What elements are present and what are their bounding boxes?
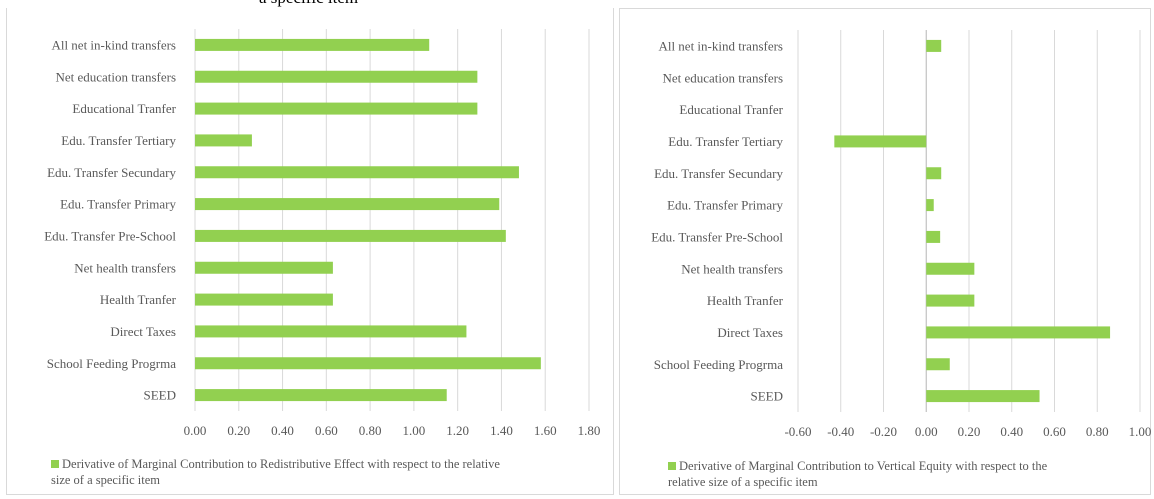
bar [926, 39, 942, 52]
right-legend-line-1: Derivative of Marginal Contribution to V… [679, 459, 1048, 473]
bar [926, 294, 975, 307]
bar [926, 390, 1040, 403]
bar [926, 326, 1111, 339]
x-tick-label: 0.00 [915, 424, 938, 439]
category-label: Educational Tranfer [72, 101, 176, 116]
right-bar-chart: -0.60 -0.40 -0.20 0.00 0.20 0.40 0.60 0.80 1.00 A… [651, 30, 1152, 439]
x-tick-label: 0.20 [958, 424, 981, 439]
x-tick-label: 0.40 [271, 423, 294, 438]
category-label: All net in-kind transfers [51, 37, 176, 52]
bar [195, 357, 541, 370]
x-tick-label: 1.60 [534, 423, 557, 438]
x-tick-label: 0.60 [315, 423, 338, 438]
bar [195, 166, 519, 179]
bar [926, 262, 975, 275]
category-label: SEED [144, 388, 177, 403]
x-tick-label: 0.80 [359, 423, 382, 438]
x-tick-label: 1.20 [446, 423, 469, 438]
x-tick-label: 0.40 [1000, 424, 1023, 439]
x-tick-label: 0.80 [1086, 424, 1109, 439]
category-label: All net in-kind transfers [658, 38, 783, 53]
right-legend: Derivative of Marginal Contribution to V… [668, 458, 1047, 490]
x-tick-label: 0.00 [184, 423, 207, 438]
legend-swatch [668, 462, 676, 470]
x-tick-label: 0.60 [1043, 424, 1066, 439]
left-legend: Derivative of Marginal Contribution to R… [51, 456, 500, 488]
bar [195, 293, 333, 306]
chart-title-fragment: a specific item [259, 0, 358, 8]
legend-swatch [51, 460, 59, 468]
x-tick-label: -0.40 [827, 424, 854, 439]
category-label: Edu. Transfer Pre-School [44, 228, 176, 243]
left-legend-line-1: Derivative of Marginal Contribution to R… [62, 457, 500, 471]
left-legend-line-2: size of a specific item [51, 473, 160, 487]
category-label: School Feeding Progrma [654, 357, 783, 372]
category-label: Direct Taxes [717, 325, 783, 340]
bar [926, 230, 941, 243]
category-label: Educational Tranfer [679, 102, 783, 117]
category-label: Health Tranfer [707, 293, 784, 308]
x-tick-label: 1.00 [403, 423, 426, 438]
bar [195, 389, 447, 402]
x-tick-label: -0.60 [784, 424, 811, 439]
category-label: Edu. Transfer Secundary [47, 165, 176, 180]
category-label: Net health transfers [681, 261, 783, 276]
bar [926, 199, 934, 212]
category-label: Edu. Transfer Pre-School [651, 229, 783, 244]
bar [195, 102, 478, 115]
right-legend-line-2: relative size of a specific item [668, 475, 818, 489]
x-tick-label: 1.40 [490, 423, 513, 438]
right-chart-panel: -0.60 -0.40 -0.20 0.00 0.20 0.40 0.60 0.80 1.00 A… [619, 8, 1151, 495]
category-label: SEED [751, 389, 784, 404]
left-bar-chart: 0.00 0.20 0.40 0.60 0.80 1.00 1.20 1.40 1.60 1.80… [44, 29, 601, 438]
bar [195, 229, 506, 242]
category-label: Edu. Transfer Tertiary [61, 133, 176, 148]
category-label: Net education transfers [55, 69, 176, 84]
category-label: Health Tranfer [100, 292, 177, 307]
bar [195, 198, 500, 211]
bar [926, 358, 950, 371]
left-chart-panel: 0.00 0.20 0.40 0.60 0.80 1.00 1.20 1.40 1.60 1.80… [6, 8, 614, 495]
bar [195, 261, 333, 274]
bar [195, 134, 252, 147]
x-tick-label: 0.20 [227, 423, 250, 438]
category-label: Net education transfers [662, 70, 783, 85]
bar [926, 167, 942, 180]
bar [195, 325, 467, 338]
x-tick-label: 1.00 [1129, 424, 1152, 439]
x-tick-label: -0.20 [870, 424, 897, 439]
x-tick-label: 1.80 [578, 423, 601, 438]
category-label: Edu. Transfer Primary [667, 198, 783, 213]
category-label: Edu. Transfer Secundary [654, 166, 783, 181]
category-label: Direct Taxes [110, 324, 176, 339]
category-label: School Feeding Progrma [47, 356, 176, 371]
bar [195, 70, 478, 83]
bar [834, 135, 927, 148]
category-label: Edu. Transfer Primary [60, 197, 176, 212]
category-label: Edu. Transfer Tertiary [668, 134, 783, 149]
bar [195, 38, 430, 51]
category-label: Net health transfers [74, 260, 176, 275]
